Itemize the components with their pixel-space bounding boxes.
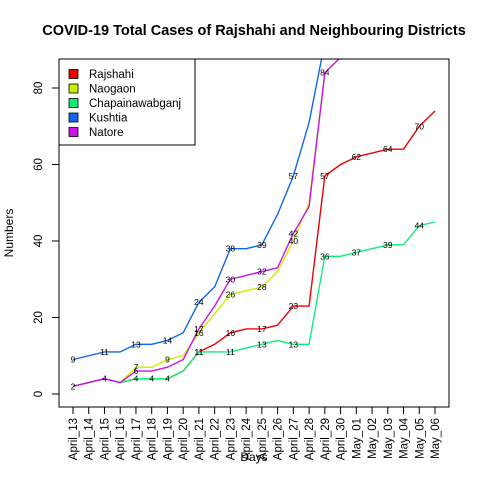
x-tick-label: May_05 (414, 418, 426, 459)
x-tick-label: April_25 (257, 418, 269, 460)
x-tick-label: April_23 (225, 418, 237, 460)
data-label-chapainawabganj: 11 (194, 347, 203, 357)
legend-box (58, 58, 196, 146)
data-label-chapainawabganj: 13 (257, 339, 267, 349)
data-label-rajshahi: 11 (194, 347, 203, 357)
x-tick-label: April_28 (304, 418, 316, 460)
data-label-natore: 84 (320, 68, 330, 78)
y-tick-label: 0 (33, 391, 45, 397)
data-label-chapainawabganj: 11 (226, 347, 235, 357)
data-label-rajshahi: 57 (320, 171, 330, 181)
data-label-rajshahi: 62 (352, 152, 362, 162)
legend-label-kushtia: Kushtia (89, 113, 128, 125)
data-label-chapainawabganj: 13 (289, 339, 299, 349)
data-label-kushtia: 38 (226, 244, 236, 254)
plot-frame (58, 58, 450, 408)
x-tick-label: April_29 (320, 418, 332, 460)
data-label-rajshahi: 16 (226, 328, 236, 338)
x-tick-label: April_20 (178, 418, 190, 460)
data-label-rajshahi: 2 (71, 381, 76, 391)
x-tick-label: April_26 (273, 418, 285, 460)
data-label-naogaon: 16 (194, 328, 204, 338)
data-label-chapainawabganj: 39 (383, 240, 393, 250)
x-tick-label: April_18 (147, 418, 159, 460)
legend-label-natore: Natore (89, 127, 124, 139)
series-lines (72, 59, 436, 388)
legend-swatch-natore (68, 127, 79, 137)
x-tick-label: May_06 (430, 418, 442, 459)
y-tick-label: 20 (33, 311, 45, 324)
y-axis-label: Numbers (2, 209, 16, 258)
series-line-kushtia (72, 59, 323, 361)
data-label-kushtia: 11 (100, 347, 109, 357)
data-label-naogaon: 40 (289, 236, 299, 246)
x-tick-label: April_22 (210, 418, 222, 460)
data-label-natore: 32 (257, 267, 267, 277)
x-axis-label: Days (240, 450, 267, 464)
data-label-naogaon: 26 (226, 290, 236, 300)
data-label-rajshahi: 4 (102, 374, 107, 384)
data-label-chapainawabganj: 37 (352, 247, 362, 257)
y-tick-label: 60 (33, 158, 45, 171)
data-label-chapainawabganj: 36 (320, 251, 330, 261)
legend-swatch-kushtia (68, 112, 79, 123)
data-label-chapainawabganj: 4 (134, 374, 139, 384)
data-label-rajshahi: 64 (383, 144, 393, 154)
legend-label-naogaon: Naogaon (89, 84, 136, 96)
data-label-natore: 30 (226, 274, 236, 284)
legend-label-rajshahi: Rajshahi (89, 69, 134, 81)
x-tick-label: April_15 (99, 418, 111, 460)
data-label-naogaon: 9 (165, 355, 170, 365)
x-tick-label: April_21 (194, 418, 206, 460)
data-label-kushtia: 24 (194, 297, 204, 307)
legend-swatch-chapainawabganj (68, 98, 79, 108)
series-line-natore (72, 59, 340, 388)
legend-swatch-rajshahi (68, 69, 79, 79)
legend-label-chapainawabganj: Chapainawabganj (89, 98, 181, 110)
data-label-natore: 17 (194, 324, 204, 334)
chart-title: COVID-19 Total Cases of Rajshahi and Nei… (42, 23, 466, 39)
data-label-kushtia: 57 (289, 171, 299, 181)
x-tick-label: May_01 (351, 418, 363, 459)
x-tick-label: April_14 (84, 417, 96, 460)
data-label-rajshahi: 4 (149, 374, 154, 384)
x-tick-label: April_30 (336, 418, 348, 460)
x-tick-label: May_03 (383, 418, 395, 459)
x-tick-label: May_02 (367, 418, 379, 459)
x-tick-label: April_27 (288, 418, 300, 460)
data-label-naogaon: 28 (257, 282, 267, 292)
data-label-kushtia: 39 (257, 240, 267, 250)
data-label-rajshahi: 17 (257, 324, 267, 334)
data-label-natore: 42 (289, 228, 299, 238)
x-tick-label: April_17 (131, 418, 143, 460)
x-tick-label: April_24 (241, 417, 253, 460)
x-axis: April_13 April_14 April_15 April_16 April_17… (68, 406, 442, 460)
data-label-kushtia: 14 (163, 335, 173, 345)
series-line-naogaon (72, 59, 340, 388)
data-label-chapainawabganj: 44 (415, 221, 425, 231)
legend-swatch-naogaon (68, 83, 79, 94)
data-label-naogaon: 7 (134, 362, 139, 372)
x-tick-label: April_13 (68, 418, 80, 460)
legend: Rajshahi Naogaon Chapainawabganj Kushtia Nat… (58, 58, 196, 146)
data-label-kushtia: 13 (131, 339, 141, 349)
series-line-chapainawabganj (72, 221, 436, 388)
x-tick-label: May_04 (399, 417, 411, 459)
data-label-chapainawabganj: 4 (165, 374, 170, 384)
data-label-natore: 6 (134, 366, 139, 376)
x-tick-label: April_16 (115, 418, 127, 460)
data-label-kushtia: 9 (71, 355, 76, 365)
y-tick-label: 40 (33, 235, 45, 248)
data-label-rajshahi: 23 (289, 301, 299, 311)
data-label-rajshahi: 70 (415, 121, 425, 131)
x-tick-label: April_19 (162, 418, 174, 460)
y-tick-label: 80 (33, 82, 45, 95)
